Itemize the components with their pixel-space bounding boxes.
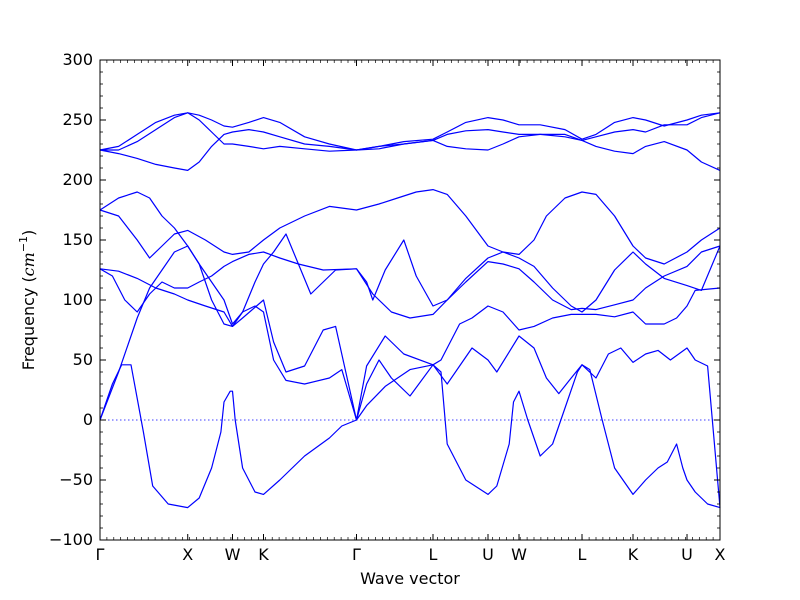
- x-tick-label: W: [511, 545, 527, 564]
- y-tick-label: 100: [62, 290, 93, 309]
- x-tick-label: K: [258, 545, 269, 564]
- band-series-8: [99, 112, 721, 151]
- band-series-3: [99, 245, 721, 319]
- x-tick-label: Γ: [352, 545, 361, 564]
- y-tick-label: 200: [62, 170, 93, 189]
- band-series-6: [99, 191, 721, 325]
- x-axis-title: Wave vector: [360, 569, 460, 588]
- x-tick-label: L: [578, 545, 587, 564]
- x-tick-label: L: [429, 545, 438, 564]
- x-tick-label: X: [182, 545, 193, 564]
- y-title-exponent: −1: [17, 236, 30, 252]
- band-series-9: [100, 112, 721, 152]
- x-tick-label: Γ: [96, 545, 105, 564]
- y-title-main: Frequency (: [19, 276, 38, 370]
- y-tick-label: 0: [83, 410, 93, 429]
- y-title-close: ): [19, 230, 38, 236]
- axes-layer: [99, 59, 721, 541]
- y-tick-label: −50: [59, 470, 93, 489]
- x-tick-label: U: [681, 545, 693, 564]
- plot-area: [100, 60, 720, 540]
- plot-background: [100, 60, 720, 540]
- x-tick-label: U: [482, 545, 494, 564]
- y-tick-label: 150: [62, 230, 93, 249]
- x-tick-label: X: [715, 545, 726, 564]
- series-layer: [99, 112, 721, 509]
- y-axis-title: Frequency (cm−1): [17, 230, 38, 371]
- band-series-2: [99, 245, 721, 508]
- y-tick-label: 250: [62, 110, 93, 129]
- y-tick-label: −100: [49, 530, 93, 549]
- x-tick-label: K: [628, 545, 639, 564]
- y-tick-label: 300: [62, 50, 93, 69]
- y-tick-label: 50: [73, 350, 93, 369]
- band-series-5: [99, 189, 721, 265]
- band-series-1: [99, 364, 721, 509]
- band-series-4: [99, 268, 721, 421]
- y-title-unit: cm: [19, 252, 38, 276]
- x-tick-label: W: [225, 545, 241, 564]
